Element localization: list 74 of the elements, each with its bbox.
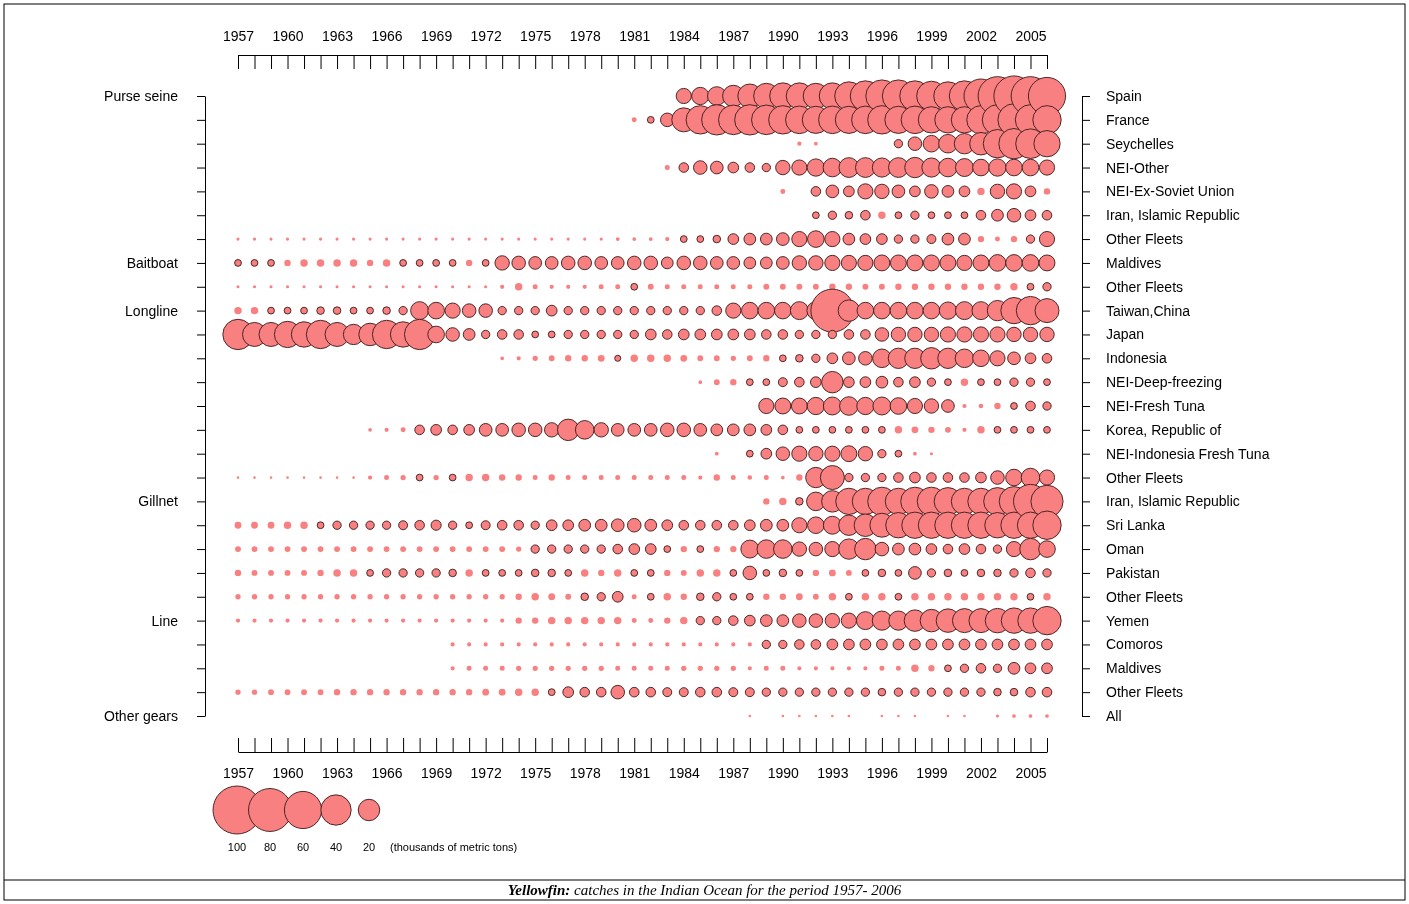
x-tick-label: 1999 [916,764,948,781]
y-tick-label: Maldives [1106,254,1162,271]
legend-label: 100 [227,841,247,853]
legend-label: 80 [263,841,277,853]
x-tick-label: 1963 [321,764,354,781]
x-tick-label: 2005 [1015,764,1047,781]
x2-tick-label: 1966 [371,28,403,44]
y-tick-label: Other Fleets [1106,469,1184,486]
y-tick-label: NEI-Indonesia Fresh Tuna [1106,445,1270,462]
y-tick-label: Spain [1106,87,1142,104]
y-tick-label: Maldives [1106,660,1162,677]
y-tick-label: Other Fleets [1106,231,1184,248]
x2-tick-label: 1960 [272,28,304,44]
x-tick-label: 1969 [421,764,453,781]
x2-tick-label: 1972 [470,28,502,44]
y-tick-label: Pakistan [1106,564,1160,581]
x2-tick-label: 1975 [520,28,552,44]
y-tick-label: Iran, Islamic Republic [1106,207,1240,224]
x2-tick-label: 2002 [965,28,998,44]
y-tick-label: Other Fleets [1106,278,1184,295]
y-tick-label: Korea, Republic of [1106,421,1222,438]
y2-tick-label: Other gears [104,707,178,724]
y-tick-label: All [1106,707,1122,724]
y2-tick-label: Gillnet [138,493,179,510]
y-tick-label: NEI-Fresh Tuna [1106,397,1206,414]
x2-tick-label: 1981 [619,28,651,44]
x-tick-label: 1996 [866,764,899,781]
y-tick-label: Iran, Islamic Republic [1106,493,1240,510]
x-tick-label: 1993 [817,764,849,781]
x2-tick-label: 1957 [222,28,255,44]
x-tick-label: 1987 [718,764,750,781]
y2-tick-label: Baitboat [126,254,179,271]
x2-tick-label: 1999 [916,28,948,44]
x-tick-label: 1972 [470,764,502,781]
y-tick-label: Comoros [1106,636,1163,653]
y-tick-label: NEI-Other [1106,159,1170,176]
x-tick-label: 1960 [272,764,304,781]
y2-tick-label: Longline [125,302,179,319]
x-tick-label: 1990 [767,764,800,781]
x-tick-label: 1984 [668,764,701,781]
x-tick-label: 1975 [520,764,552,781]
x-tick-label: 1981 [619,764,651,781]
legend-label: 40 [329,841,343,853]
x-tick-label: 1957 [222,764,255,781]
x-tick-label: 1978 [569,764,601,781]
x2-tick-label: 1987 [718,28,750,44]
x-tick-label: 2002 [965,764,998,781]
y-tick-label: NEI-Ex-Soviet Union [1106,183,1235,200]
y-tick-label: Taiwan,China [1106,302,1191,319]
y-tick-label: Oman [1106,541,1145,558]
y-tick-label: Japan [1106,326,1145,343]
y-tick-label: France [1106,111,1150,128]
x-tick-label: 1966 [371,764,403,781]
y2-tick-label: Line [151,612,179,629]
y-tick-label: Seychelles [1106,135,1174,152]
y2-tick-label: Purse seine [104,87,179,104]
x2-tick-label: 1990 [767,28,800,44]
y-tick-label: Other Fleets [1106,588,1184,605]
y-tick-label: NEI-Deep-freezing [1106,374,1222,391]
y-tick-label: Yemen [1106,612,1150,629]
legend-label: 20 [362,841,376,853]
text: (thousands of metric tons) [390,841,518,853]
x2-tick-label: 1978 [569,28,601,44]
x2-tick-label: 1984 [668,28,701,44]
text: Yellowfin: catches in the Indian Ocean for the period 1957- 2006 [507,882,902,898]
y-tick-label: Indonesia [1106,350,1167,367]
x2-tick-label: 1996 [866,28,899,44]
x2-tick-label: 1993 [817,28,849,44]
y-tick-label: Other Fleets [1106,684,1184,701]
x2-tick-label: 2005 [1015,28,1047,44]
x2-tick-label: 1963 [321,28,354,44]
legend-label: 60 [296,841,310,853]
x2-tick-label: 1969 [421,28,453,44]
y-tick-label: Sri Lanka [1106,517,1166,534]
